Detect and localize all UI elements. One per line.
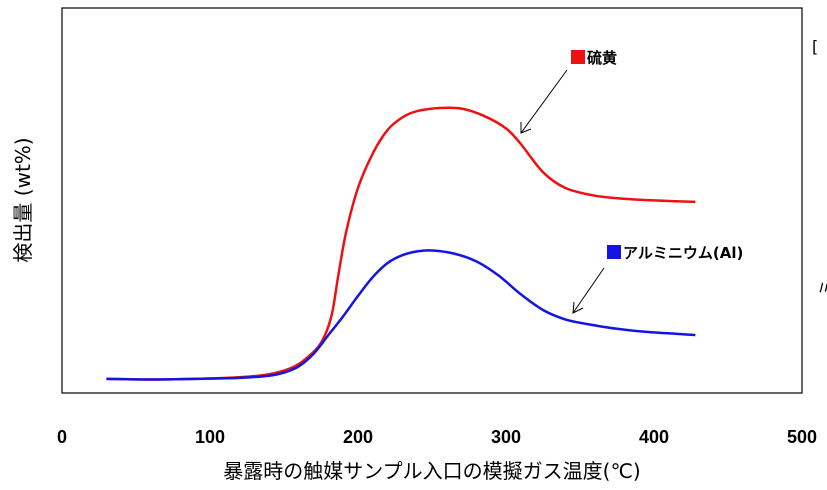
series-line-1 <box>106 249 696 381</box>
y-axis-title: 検出量 (wt%) <box>11 137 35 262</box>
x-axis-ticks: 0 100 200 300 400 500 <box>57 427 817 447</box>
x-tick-label: 200 <box>343 427 373 447</box>
x-tick-label: 100 <box>195 427 225 447</box>
arrow-aluminium <box>572 267 605 314</box>
x-tick-label: 0 <box>57 427 67 447</box>
x-axis-title: 暴露時の触媒サンプル入口の模擬ガス温度(℃) <box>223 459 640 483</box>
edge-fragment-text: ミ <box>816 280 827 296</box>
legend-aluminium-swatch <box>607 245 621 259</box>
legend-aluminium: アルミニウム(Al) <box>607 244 743 262</box>
legend-aluminium-label: アルミニウム(Al) <box>623 244 743 262</box>
x-tick-label: 500 <box>787 427 817 447</box>
series-layer <box>106 106 696 381</box>
legend-sulfur-label: 硫黄 <box>587 49 617 67</box>
legend-sulfur-swatch <box>571 50 585 64</box>
x-tick-label: 300 <box>491 427 521 447</box>
arrow-sulfur <box>520 69 568 134</box>
series-line-0 <box>106 106 696 381</box>
edge-fragment-bracket: [ <box>812 37 818 56</box>
legend-sulfur: 硫黄 <box>571 49 617 67</box>
x-tick-label: 400 <box>639 427 669 447</box>
